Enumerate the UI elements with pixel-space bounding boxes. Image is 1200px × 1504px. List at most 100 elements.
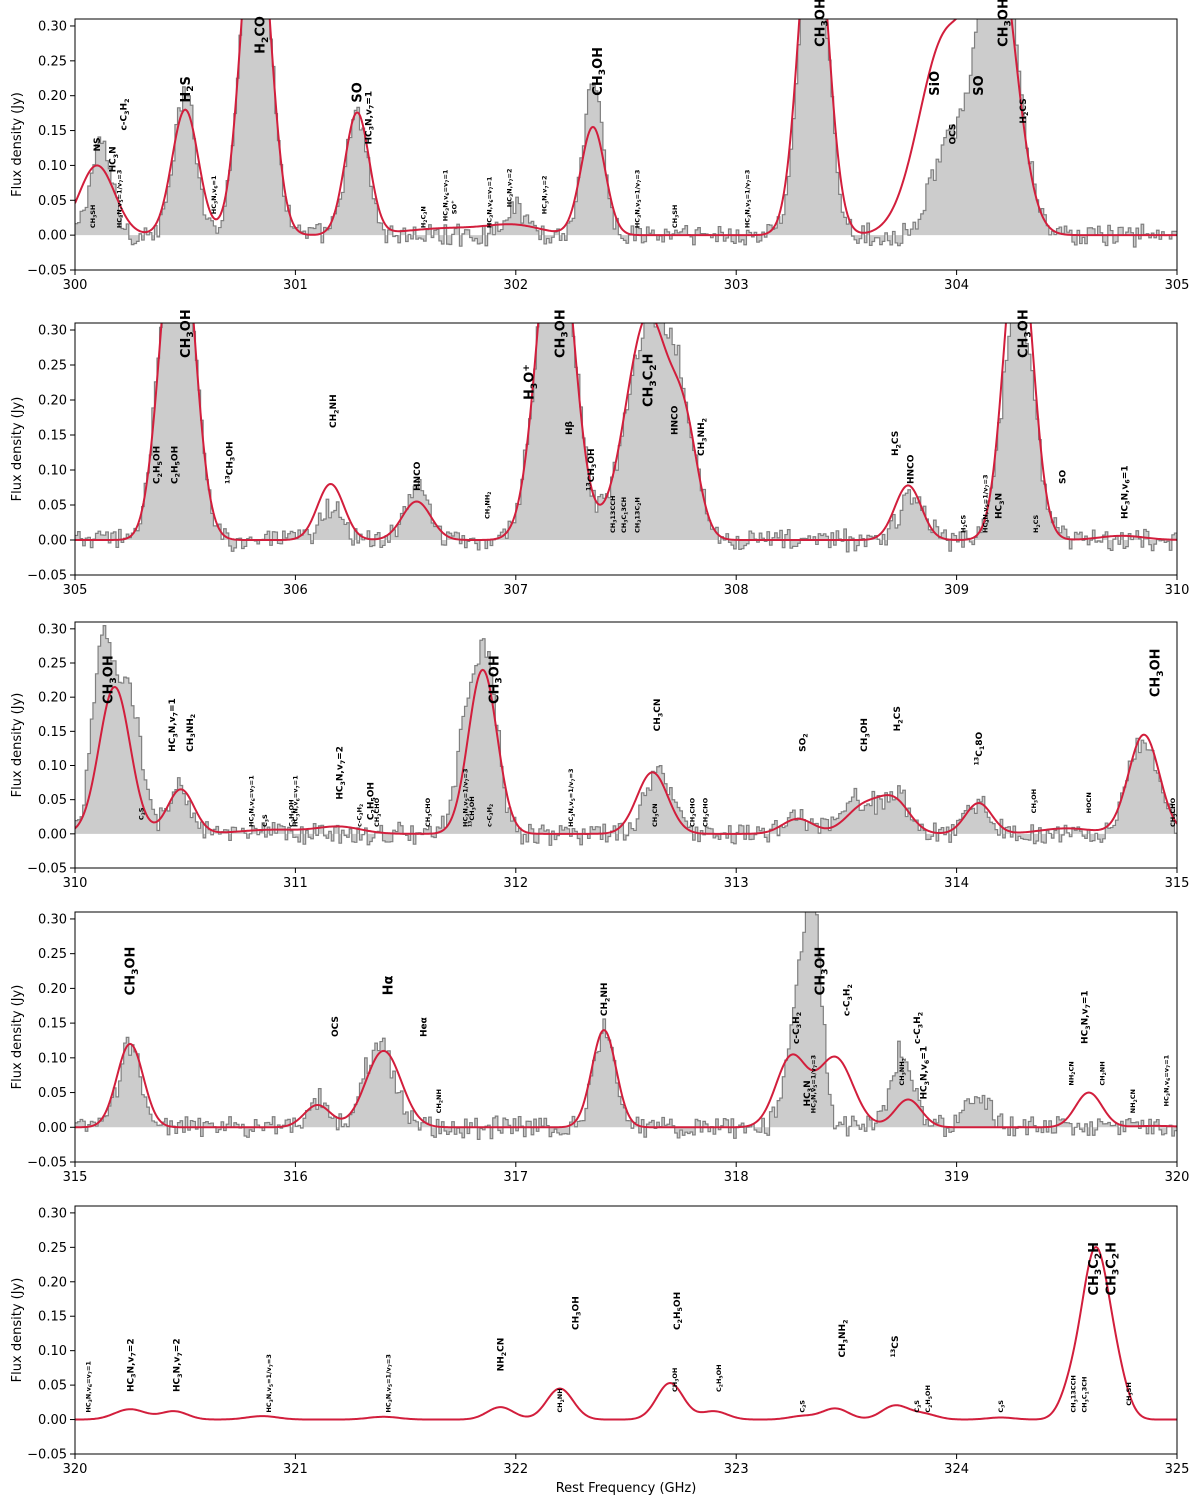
plot-area	[75, 19, 1177, 248]
x-tick-label: 316	[283, 1170, 308, 1185]
y-tick-label: 0.25	[38, 54, 67, 69]
line-label: HC3N,v6=1	[210, 175, 220, 214]
line-label: CH313CCH	[609, 496, 619, 533]
y-tick-label: −0.05	[27, 264, 67, 279]
line-label: c-C3H2	[356, 804, 366, 827]
x-tick-label: 318	[724, 1170, 749, 1185]
line-label: H2CS	[1019, 98, 1030, 123]
line-label: C3S	[913, 1400, 923, 1413]
x-tick-label: 314	[944, 876, 969, 891]
x-tick-label: 320	[1165, 1170, 1190, 1185]
line-label: HC3N,v5=1/v7=3	[265, 1354, 275, 1413]
y-tick-label: −0.05	[27, 1156, 67, 1171]
x-tick-label: 317	[503, 1170, 528, 1185]
line-label: CH3CN	[651, 803, 661, 827]
line-label: NS	[93, 137, 103, 151]
y-tick-label: 0.00	[38, 827, 67, 842]
x-tick-label: 303	[724, 278, 749, 293]
y-tick-label: 0.05	[38, 194, 67, 209]
x-tick-label: 325	[1165, 1462, 1190, 1477]
y-tick-label: −0.05	[27, 1448, 67, 1463]
line-label: CH3OH	[179, 309, 196, 358]
y-tick-label: 0.00	[38, 534, 67, 549]
y-tick-label: 0.15	[38, 1310, 67, 1325]
line-label: CH3OH	[124, 947, 141, 996]
model-fit-series	[75, 323, 1177, 541]
y-tick-label: 0.30	[38, 1206, 67, 1221]
line-label: CH3OH	[1030, 789, 1040, 813]
y-tick-label: 0.10	[38, 159, 67, 174]
line-label: HC3N,v7=1	[364, 91, 375, 145]
y-tick-label: 0.30	[38, 912, 67, 927]
observed-spectrum-fill	[75, 912, 1177, 1140]
y-tick-label: 0.05	[38, 499, 67, 514]
line-label: HC3N,v7=2	[336, 746, 347, 800]
y-tick-label: 0.30	[38, 622, 67, 637]
y-tick-label: 0.20	[38, 394, 67, 409]
x-tick-label: 311	[283, 876, 308, 891]
y-tick-label: 0.20	[38, 982, 67, 997]
line-label: CH3OH	[487, 655, 504, 704]
line-label: SO+	[450, 200, 458, 214]
line-label: CH2NH	[600, 983, 611, 1017]
observed-spectrum-series	[75, 625, 1177, 846]
y-tick-label: 0.20	[38, 1275, 67, 1290]
line-label: SO2	[798, 733, 809, 752]
spectrum-panel-4: CH3OH OCS Hα Heα CH2NH CH2NH c-C3H2 HC3NHC3N,v5…	[10, 911, 1190, 1185]
line-label: 13CH3OH	[224, 441, 236, 484]
line-label: CH313CCH	[1070, 1375, 1080, 1412]
y-tick-label: 0.10	[38, 1344, 67, 1359]
y-tick-label: 0.20	[38, 691, 67, 706]
line-label: Hβ	[565, 420, 575, 435]
spectrum-panel-1: CH3SH HC3N,v5=1/v7=3 NS HC3N c-C3H2 H2S HC3N,v…	[10, 0, 1189, 293]
spectrum-panel-3: CH3OHC3SHC3N,v7=1CH3NH2HC3N,v6=v7=1C3SC2…	[10, 621, 1189, 891]
y-tick-label: 0.30	[38, 324, 67, 339]
spectrum-panel-2: C2H5OH C2H5OH CH3OH 13CH3OH CH2NH HNCO CH3NH2 H…	[10, 309, 1189, 598]
line-label: SiO	[928, 71, 943, 96]
axes-frame	[74, 322, 1178, 576]
x-tick-label: 322	[503, 1462, 528, 1477]
line-label: HC3N,v7=2	[173, 1338, 184, 1392]
y-tick-label: −0.05	[27, 569, 67, 584]
line-label: C3S	[261, 814, 271, 827]
line-label: c-C3H2	[913, 1012, 924, 1044]
line-label: CH3CHO	[702, 797, 712, 827]
line-label: HC3N,v6=1	[1120, 465, 1131, 519]
axes-frame	[74, 1205, 1178, 1455]
line-label: Heα	[419, 1017, 429, 1037]
line-label: c-C3H2	[486, 804, 496, 827]
x-tick-label: 313	[724, 876, 749, 891]
axes-frame	[74, 621, 1178, 869]
y-tick-label: 0.25	[38, 947, 67, 962]
line-label: HC3N	[803, 1080, 814, 1106]
line-label: OCS	[331, 1016, 341, 1037]
line-label: HNCO	[906, 454, 916, 484]
line-label: C2H5OH	[153, 446, 164, 484]
line-label: CH2NH	[1098, 1061, 1108, 1085]
model-fit-series	[75, 19, 1177, 237]
line-label: H2CO	[254, 16, 271, 54]
line-label: CH3OH	[1016, 309, 1033, 358]
line-label: CH3OH	[814, 0, 831, 47]
spectrum-panel-5: HC3N,v6=v7=1 HC3N,v7=2 HC3N,v7=2 HC3N,v5=1/…	[10, 1205, 1190, 1496]
line-label: C2H5OH	[924, 1385, 934, 1413]
x-tick-label: 308	[724, 583, 749, 598]
plot-area	[75, 323, 1177, 553]
line-label: HOCN	[1085, 792, 1093, 813]
line-label: HC3N,v5=1/v7=3	[567, 768, 577, 827]
x-axis-label: Rest Frequency (GHz)	[556, 1481, 697, 1496]
line-label: CH3SH	[1125, 1382, 1135, 1406]
line-label: H3O+	[522, 364, 540, 400]
line-label: HNCO	[413, 461, 423, 491]
line-label: CH3OH	[814, 947, 831, 996]
line-label: SO	[1059, 470, 1069, 484]
line-label: CH3OH	[671, 1368, 681, 1392]
model-fit-series	[75, 668, 1177, 835]
y-axis-label: Flux density (Jy)	[10, 1278, 25, 1383]
x-tick-label: 323	[724, 1462, 749, 1477]
line-label: OCS	[948, 124, 958, 145]
line-label: CH2NH	[556, 1388, 566, 1412]
line-label: HC3N,v5=1/v7=3	[461, 768, 471, 827]
model-fit-series	[75, 1028, 1177, 1129]
